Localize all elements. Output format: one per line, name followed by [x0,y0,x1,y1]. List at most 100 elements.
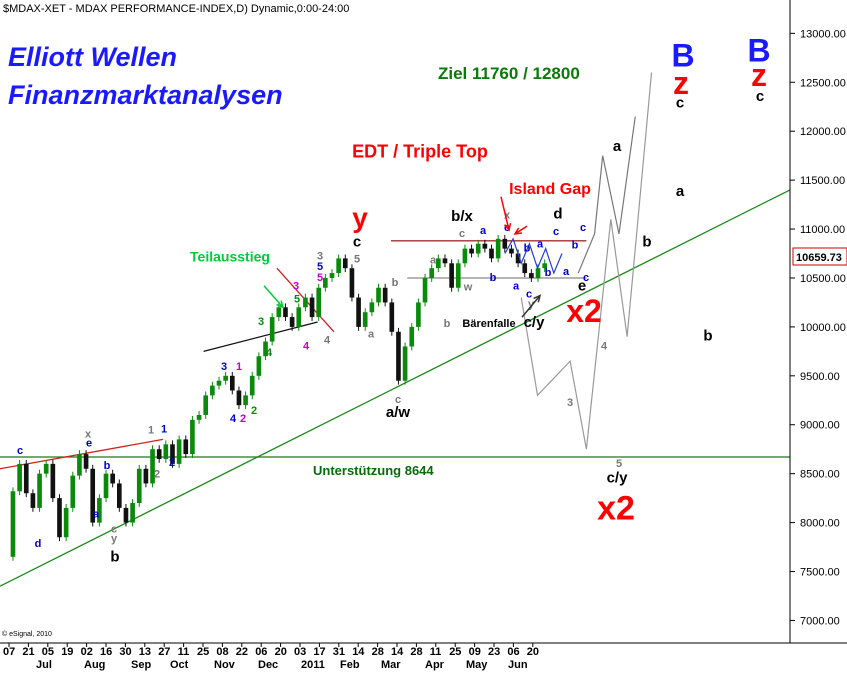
candle-down [389,302,395,332]
arrow-head [533,294,542,303]
candle-up [63,507,69,538]
day-label: 06 [255,646,267,658]
candle-up [422,277,428,303]
y-tick-label: 9500.00 [800,371,840,383]
day-label: 20 [527,646,539,658]
arrow-head [503,223,512,232]
y-tick-label: 10000.00 [800,322,846,334]
wave-label: 2 [154,469,160,481]
copyright: © eSignal, 2010 [2,630,52,638]
date-axis: 07 21 05 19 02 16 30 13 27 11 25 08 22 06 20 03 17 31 14 28… [3,643,539,671]
month-label: Nov [214,659,236,671]
candle-up [362,312,368,327]
wave-label: b [110,549,119,566]
day-label: 28 [410,646,422,658]
day-label: 30 [119,646,131,658]
wave-label: a [368,329,375,341]
day-label: 28 [372,646,384,658]
candle-up [416,302,421,327]
candle-down [449,263,454,288]
month-label: May [466,659,488,671]
wave-label: 3 [293,281,299,293]
candle-down [110,473,115,484]
big-wave-label: z [673,65,689,101]
price-axis: 7000.00 7500.00 8000.00 8500.00 9000.00 9500.… [0,0,847,644]
y-tick-label: 7500.00 [800,567,840,579]
candle-up [269,317,275,342]
wave-label: e [86,437,92,449]
title-line-1: Elliott Wellen [8,42,177,72]
wave-label: a [480,225,487,237]
wave-label: c [553,226,559,238]
support-label: Unterstützung 8644 [313,463,434,478]
day-label: 25 [197,646,209,658]
wave-label: c [756,88,764,105]
title-line-2: Finanzmarktanalysen [8,80,283,110]
y-tick-label: 8500.00 [800,469,840,481]
day-label: 11 [430,646,442,658]
month-label: Sep [131,659,151,671]
wave-label: 2 [240,413,246,425]
y-tick-label: 11000.00 [800,224,845,236]
candle-down [23,463,29,494]
candle-up [136,468,142,504]
wave-label: 4 [601,340,608,352]
candle-up [495,238,501,259]
annotation-label: Bärenfalle [462,318,515,330]
wave-label: c/y [607,469,629,486]
wave-label: c [353,234,361,251]
wave-label: c [459,228,465,240]
long-term-uptrend-line [0,189,791,587]
candle-up [475,243,481,254]
candle-down [123,507,129,523]
day-label: 22 [236,646,248,658]
candle-up [376,287,381,303]
wave-label: 4 [303,340,310,352]
candle-up [535,268,541,278]
day-label: 20 [275,646,287,658]
day-label: 25 [449,646,461,658]
candle-up [37,473,42,508]
day-label: 11 [178,646,190,658]
day-label: 19 [61,646,73,658]
wave-label: a [563,266,570,278]
wave-label: c [111,523,117,535]
wave-label: x [85,428,92,440]
wave-label: c [676,95,684,112]
day-label: 14 [391,646,404,658]
wave-label: w [463,282,473,294]
candle-down [396,331,401,381]
candle-up [10,491,16,557]
y-tick-label: 10500.00 [800,273,846,285]
wave-label: 5 [354,253,360,265]
big-wave-label: B [671,38,694,74]
day-label: 08 [216,646,228,658]
candle-down [356,297,361,327]
candle-down [229,375,235,391]
wave-label: x [504,209,511,221]
annotation-label: EDT / Triple Top [352,142,488,162]
day-label: 23 [488,646,500,658]
candle-down [469,248,474,254]
day-label: 27 [158,646,170,658]
wave-label: c [583,272,589,284]
candle-up [323,277,328,288]
candle-down [57,498,62,538]
month-label: Mar [381,659,401,671]
candle-down [529,273,534,278]
candle-up [150,449,155,484]
candle-up [296,307,302,327]
candle-up [303,297,308,308]
wave-label: 4 [324,335,331,347]
wave-label: a/w [386,404,411,421]
day-label: 31 [333,646,345,658]
day-label: 06 [507,646,519,658]
month-label: Feb [340,659,360,671]
wave-label: 1 [236,361,242,373]
candle-up [462,248,468,264]
scenario-z-wave-path [577,116,636,274]
wave-label: c [395,394,401,406]
wave-label: c [17,445,23,457]
price-candles [10,234,547,561]
